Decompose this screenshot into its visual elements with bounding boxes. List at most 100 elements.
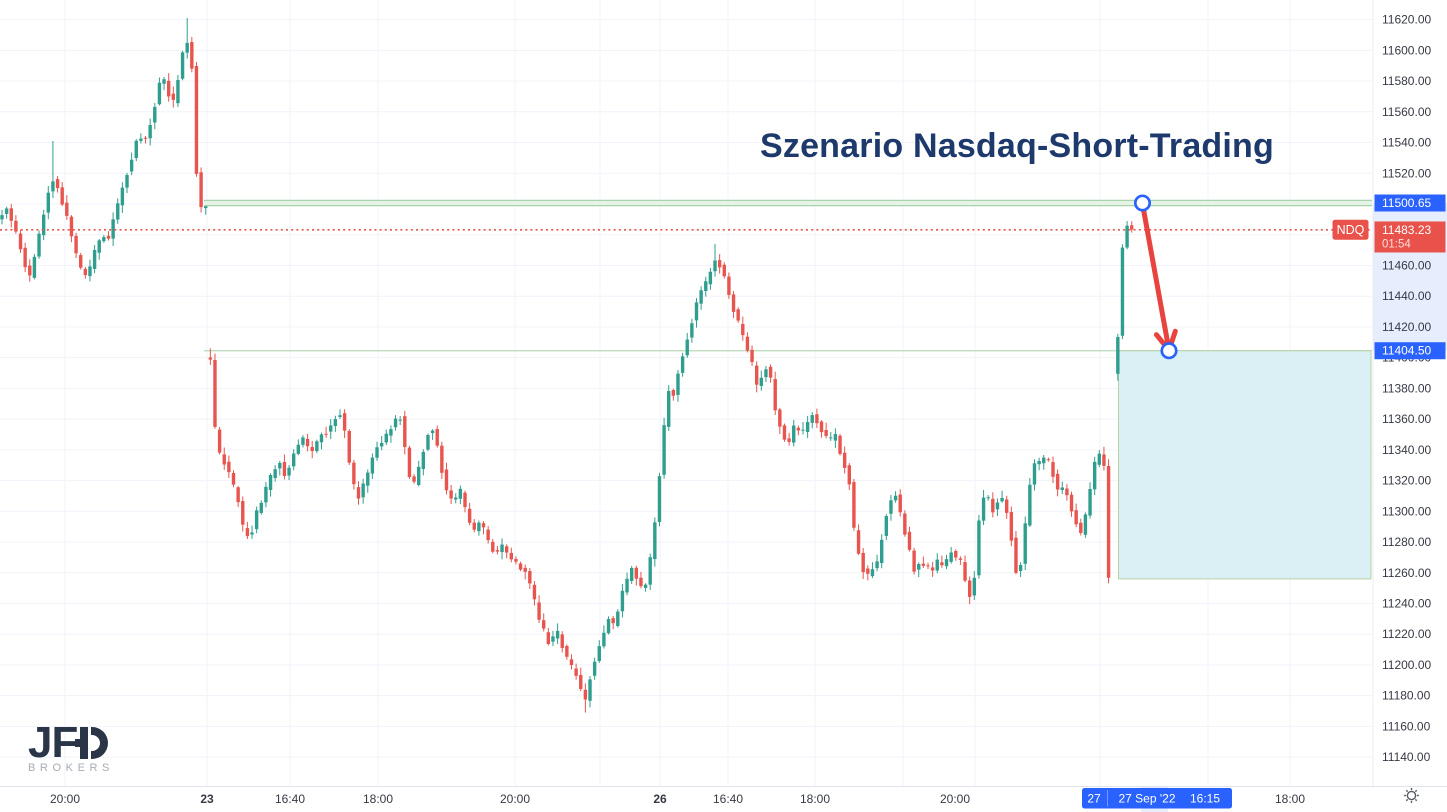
- candle-body: [653, 522, 657, 560]
- candle-body: [393, 418, 398, 428]
- candle-body: [389, 429, 393, 436]
- arrow-anchor-circle: [1160, 342, 1178, 360]
- candle-body: [1005, 499, 1009, 513]
- candle-body: [1042, 457, 1046, 464]
- candle-body: [264, 486, 268, 503]
- candle-body: [213, 359, 217, 427]
- price-axis[interactable]: 11620.00 11600.00 11580.00 11560.00 11540.00…: [1382, 13, 1431, 765]
- candle-body: [884, 516, 889, 536]
- candle-body: [379, 442, 384, 447]
- svg-text:18:00: 18:00: [1275, 792, 1305, 806]
- candle-body: [102, 237, 106, 242]
- candle-body: [921, 563, 926, 566]
- short-arrow-drawing[interactable]: [1133, 194, 1178, 360]
- candle-body: [472, 522, 476, 530]
- candle-body: [592, 661, 597, 676]
- candle-body: [736, 309, 740, 321]
- svg-text:11200.00: 11200.00: [1382, 658, 1431, 672]
- svg-text:11420.00: 11420.00: [1382, 320, 1431, 334]
- candle-body: [722, 264, 726, 277]
- candle-body: [208, 357, 213, 360]
- candle-body: [935, 559, 939, 571]
- candle-body: [1079, 522, 1083, 533]
- time-axis[interactable]: 20:00 23 16:40 18:00 20:00 26 16:40 18:00 20:00 1…: [50, 792, 1305, 806]
- candle-body: [833, 433, 838, 441]
- candle-body: [111, 219, 115, 239]
- candle-body: [398, 419, 402, 421]
- candle-body: [449, 490, 453, 499]
- candle-body: [74, 235, 78, 254]
- candle-body: [861, 552, 865, 573]
- candle-body: [366, 472, 370, 486]
- candle-body: [194, 66, 199, 174]
- logo-candlestick-icon: [75, 727, 89, 759]
- candle-body: [898, 494, 902, 513]
- candle-body: [106, 235, 111, 239]
- candle-body: [467, 508, 472, 523]
- chart-title-annotation[interactable]: Szenario Nasdaq-Short-Trading: [760, 127, 1274, 165]
- candle-body: [231, 472, 236, 485]
- svg-text:11360.00: 11360.00: [1382, 412, 1431, 426]
- candle-body: [444, 469, 449, 491]
- candle-body: [667, 390, 671, 427]
- symbol-price-flag: NDQ: [1332, 219, 1369, 240]
- candle-body: [97, 240, 101, 253]
- candle-body: [597, 646, 601, 661]
- logo-jf-letters: JF: [28, 718, 78, 767]
- candles: [0, 18, 1134, 713]
- candle-body: [65, 202, 69, 216]
- candle-body: [417, 466, 421, 486]
- candle-body: [435, 429, 439, 446]
- svg-text:26: 26: [653, 792, 667, 806]
- candle-body: [153, 106, 157, 123]
- candle-body: [254, 510, 259, 530]
- candle-body: [477, 522, 481, 532]
- candle-body: [1065, 488, 1069, 496]
- candle-body: [1055, 473, 1060, 490]
- candle-body: [625, 578, 629, 593]
- date-tooltip-label: 27 27 Sep '22 16:15: [1082, 788, 1232, 809]
- candle-body: [995, 502, 1000, 510]
- svg-text:11520.00: 11520.00: [1382, 166, 1431, 180]
- candle-body: [1014, 537, 1018, 573]
- candle-body: [532, 584, 537, 600]
- gear-icon[interactable]: [1404, 788, 1419, 803]
- candle-body: [454, 497, 458, 500]
- candle-body: [847, 465, 851, 485]
- candle-body: [495, 550, 500, 552]
- candle-body: [514, 558, 518, 562]
- candle-body: [458, 488, 463, 499]
- candle-body: [268, 475, 273, 490]
- candle-body: [903, 513, 907, 535]
- candle-body: [185, 42, 189, 53]
- candle-body: [967, 580, 972, 597]
- candle-body: [671, 390, 676, 396]
- candle-body: [588, 679, 592, 701]
- jfd-brokers-logo: JF BROKERS: [28, 718, 114, 775]
- candle-body: [1060, 487, 1064, 491]
- candle-body: [384, 433, 388, 443]
- candle-body: [555, 630, 560, 639]
- candle-body: [148, 125, 152, 139]
- candle-body: [407, 447, 412, 478]
- candle-body: [1074, 510, 1078, 525]
- candle-body: [41, 214, 46, 236]
- candle-body: [287, 467, 291, 476]
- svg-text:11160.00: 11160.00: [1382, 719, 1431, 733]
- candle-body: [412, 476, 416, 482]
- candle-body: [963, 562, 967, 581]
- target-zone-rectangle[interactable]: [1118, 350, 1372, 580]
- svg-text:11620.00: 11620.00: [1382, 13, 1431, 27]
- candle-body: [551, 636, 555, 642]
- candle-body: [713, 260, 717, 272]
- candle-body: [227, 461, 231, 473]
- candle-body: [801, 429, 805, 431]
- svg-text:11300.00: 11300.00: [1382, 504, 1431, 518]
- resistance-line[interactable]: [204, 199, 1372, 207]
- candle-body: [278, 462, 282, 469]
- candle-body: [685, 339, 689, 356]
- candle-body: [1028, 484, 1032, 526]
- candle-body: [741, 323, 745, 336]
